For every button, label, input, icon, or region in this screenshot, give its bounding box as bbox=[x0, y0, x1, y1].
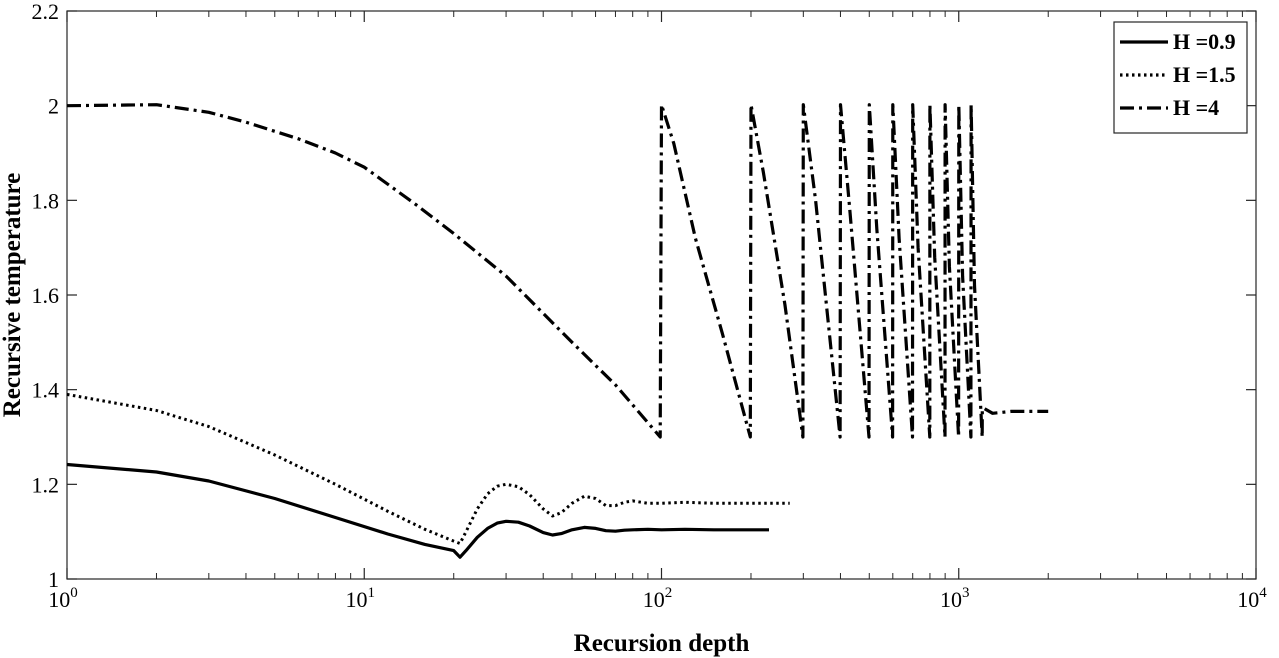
legend: H =0.9 H =1.5 H =4 bbox=[1113, 21, 1248, 134]
x-tick-label: 102 bbox=[643, 585, 673, 612]
x-tick-label: 101 bbox=[346, 585, 376, 612]
y-axis-ticks: 1 1.2 1.4 1.6 1.8 2 2.2 bbox=[32, 0, 1256, 592]
legend-label-1: H =0.9 bbox=[1173, 29, 1236, 54]
y-axis-label: Recursive temperature bbox=[0, 173, 26, 418]
y-tick-label: 1.2 bbox=[32, 472, 60, 497]
series-lines bbox=[66, 103, 1049, 559]
x-tick-label: 103 bbox=[940, 585, 970, 612]
legend-label-2: H =1.5 bbox=[1173, 62, 1236, 87]
plot-frame bbox=[66, 10, 1257, 580]
y-tick-label: 2 bbox=[48, 94, 59, 119]
plot-border bbox=[66, 10, 1257, 580]
y-tick-label: 1 bbox=[48, 567, 59, 592]
x-axis-ticks: 100 101 102 103 104 bbox=[48, 11, 1267, 612]
legend-label-3: H =4 bbox=[1173, 95, 1219, 120]
series-line-1 bbox=[66, 462, 769, 559]
x-axis-label: Recursion depth bbox=[574, 630, 750, 657]
series-line-3 bbox=[66, 103, 1049, 439]
y-tick-label: 1.6 bbox=[32, 283, 60, 308]
y-tick-label: 2.2 bbox=[32, 0, 60, 24]
y-tick-label: 1.8 bbox=[32, 188, 60, 213]
x-tick-label: 100 bbox=[48, 585, 78, 612]
y-tick-label: 1.4 bbox=[32, 378, 60, 403]
series-line-2 bbox=[66, 392, 790, 545]
x-tick-label: 104 bbox=[1237, 585, 1267, 612]
